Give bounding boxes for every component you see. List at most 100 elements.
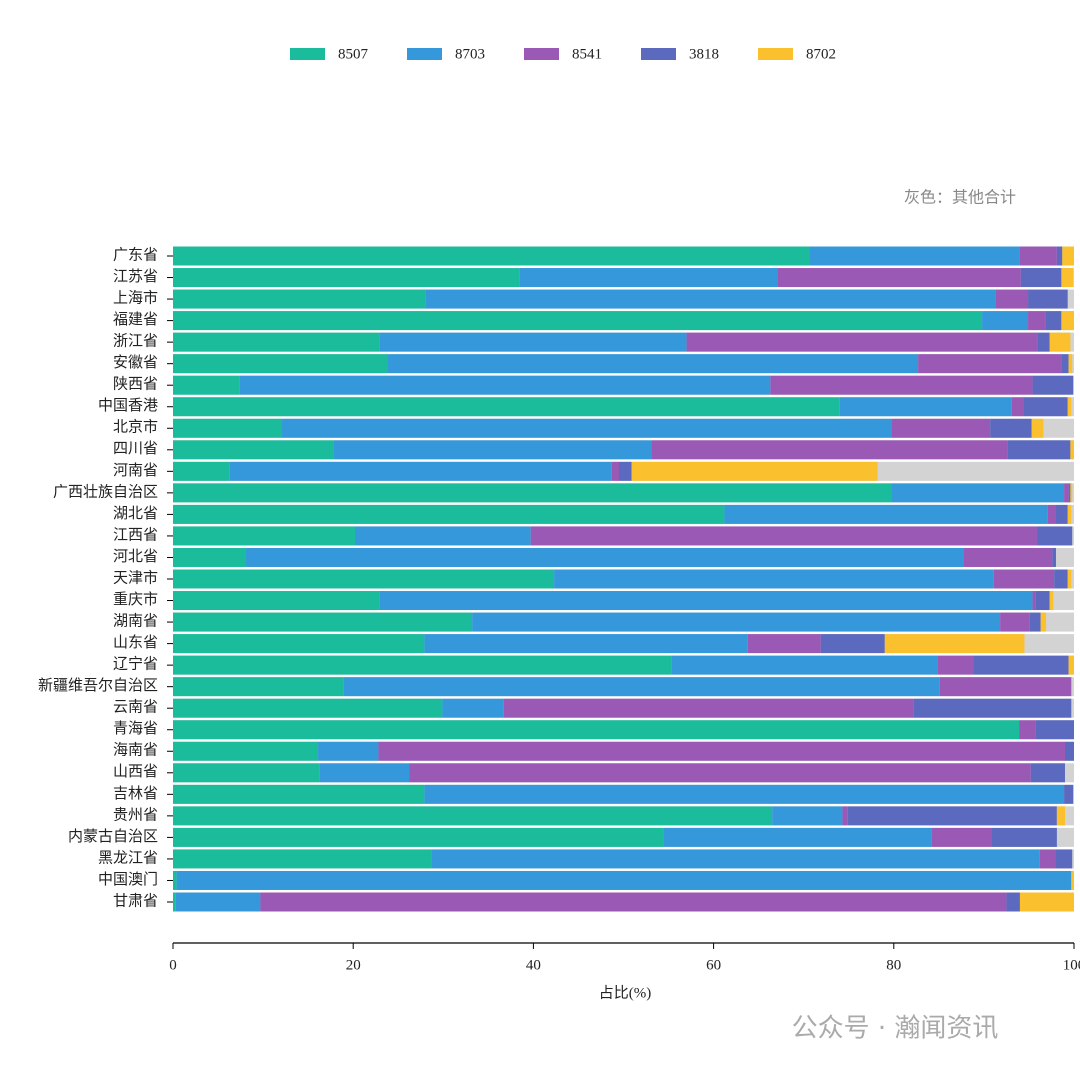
bar-segment <box>1032 591 1036 611</box>
bar-segment <box>1039 849 1056 869</box>
bar-segment <box>424 784 1065 804</box>
bar-segment <box>1035 720 1074 740</box>
bar-segment <box>1070 440 1074 460</box>
y-tick-label: 中国澳门 <box>98 871 158 888</box>
y-tick-label: 江西省 <box>113 526 158 543</box>
legend-swatch <box>290 48 325 60</box>
y-tick-label: 河南省 <box>113 462 158 479</box>
y-tick-label: 福建省 <box>113 311 158 328</box>
x-tick-label: 80 <box>886 957 901 973</box>
bar-segment <box>173 677 344 697</box>
bar-segment <box>1061 268 1074 288</box>
y-tick-label: 安徽省 <box>113 354 158 371</box>
bar-segment <box>173 397 840 417</box>
y-tick-label: 浙江省 <box>113 333 158 350</box>
bar-segment <box>1068 483 1071 503</box>
bar-segment <box>1061 354 1069 374</box>
bar-segment <box>1028 311 1046 331</box>
y-tick-label: 青海省 <box>113 720 158 737</box>
bar-segment <box>820 634 885 654</box>
bar-segment <box>973 655 1069 675</box>
bar-segment <box>1023 397 1068 417</box>
bar-segment <box>173 892 176 912</box>
bar-segment <box>173 504 725 524</box>
bar-segment <box>1068 655 1074 675</box>
bar-segment <box>173 418 283 438</box>
bar-segment <box>173 311 983 331</box>
bar-segment <box>1020 268 1062 288</box>
bar-segment <box>839 397 1012 417</box>
bar-segment <box>1019 720 1036 740</box>
bar-segment <box>1055 504 1068 524</box>
bar-segment <box>1054 569 1068 589</box>
bar-segment <box>937 655 974 675</box>
bar-segment <box>982 311 1029 331</box>
bar-segment <box>1019 246 1057 266</box>
bar-segment <box>173 655 672 675</box>
bar-segment <box>333 440 652 460</box>
bar-segment <box>1037 332 1050 352</box>
bar-segment <box>1070 483 1073 503</box>
y-tick-label: 甘肃省 <box>113 892 158 909</box>
bar-segment <box>1032 375 1074 395</box>
bar-segment <box>1061 311 1074 331</box>
y-tick-label: 北京市 <box>113 419 158 436</box>
bar-segment <box>1064 483 1069 503</box>
bar-segment <box>1000 612 1030 632</box>
y-tick-label: 湖北省 <box>113 505 158 522</box>
legend-label: 3818 <box>689 46 719 62</box>
bar-segment <box>891 418 991 438</box>
y-tick-label: 吉林省 <box>113 785 158 802</box>
bar-segment <box>991 827 1057 847</box>
bar-segment <box>1056 246 1063 266</box>
bar-segment <box>671 655 938 675</box>
y-tick-label: 天津市 <box>113 569 158 586</box>
bar-segment <box>1006 892 1020 912</box>
x-tick-label: 100 <box>1063 957 1080 973</box>
bar-segment <box>995 289 1029 309</box>
bar-segment <box>173 591 380 611</box>
bar-segment <box>847 806 1057 826</box>
y-tick-label: 新疆维吾尔自治区 <box>38 677 158 694</box>
bar-segment <box>173 332 380 352</box>
bar-segment <box>651 440 1008 460</box>
bar-segment <box>260 892 1007 912</box>
bar-segment <box>379 332 687 352</box>
y-tick-label: 河北省 <box>113 548 158 565</box>
bar-segment <box>173 784 425 804</box>
bar-segment <box>1052 547 1056 567</box>
y-tick-label: 山东省 <box>113 634 158 651</box>
y-tick-label: 广西壮族自治区 <box>53 483 158 500</box>
bar-segment <box>319 763 410 783</box>
y-tick-label: 黑龙江省 <box>98 849 158 866</box>
bar-segment <box>173 461 230 481</box>
bar-segment <box>239 375 771 395</box>
bar-segment <box>173 375 240 395</box>
bar-segment <box>918 354 1062 374</box>
bar-segment <box>747 634 821 654</box>
x-tick-label: 60 <box>706 957 721 973</box>
bar-segment <box>173 526 356 546</box>
bar-segment <box>777 268 1021 288</box>
bar-segment <box>611 461 619 481</box>
bar-segment <box>1067 397 1072 417</box>
y-tick-label: 云南省 <box>113 699 158 716</box>
legend-label: 8702 <box>806 46 836 62</box>
legend-swatch <box>758 48 793 60</box>
bar-segment <box>175 892 261 912</box>
watermark: 公众号 · 瀚闻资讯 <box>792 1014 999 1044</box>
annotation: 灰色：其他合计 <box>904 189 1016 207</box>
bar-segment <box>173 698 443 718</box>
bar-segment <box>1031 418 1044 438</box>
bar-segment <box>1064 784 1074 804</box>
bar-segment <box>1011 397 1024 417</box>
bar-segment <box>431 849 1040 869</box>
y-tick-label: 内蒙古自治区 <box>68 828 158 845</box>
y-tick-label: 贵州省 <box>113 806 158 823</box>
bar-segment <box>1055 849 1073 869</box>
x-tick-label: 40 <box>526 957 541 973</box>
bar-segment <box>245 547 964 567</box>
bar-segment <box>173 741 319 761</box>
bar-segment <box>173 870 177 890</box>
bar-segment <box>173 806 773 826</box>
